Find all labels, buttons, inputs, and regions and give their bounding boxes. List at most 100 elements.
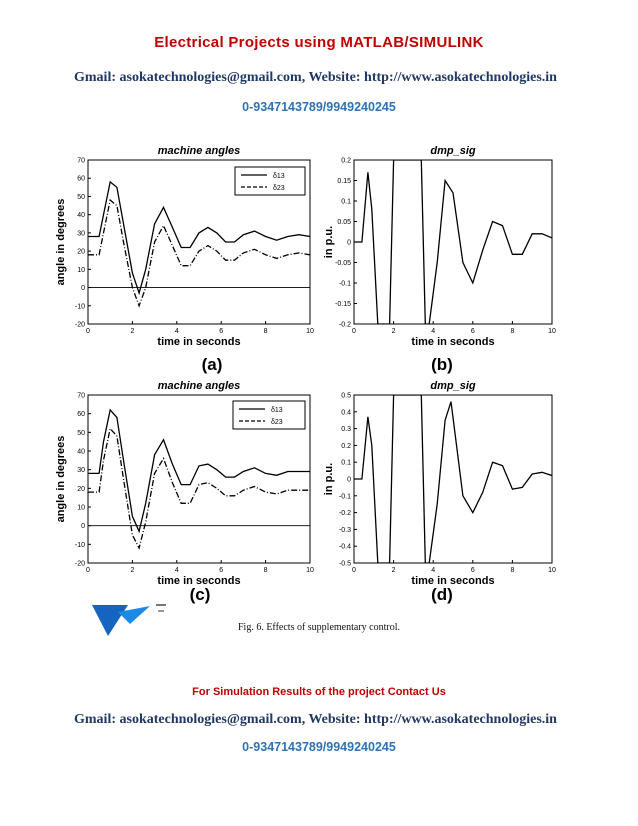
legend-label: δ13: [271, 407, 283, 414]
plot-b: 0 2 4 6 8 10 -0.2 -0.15 -0.1 -0.05 0 0.05 0.1 0.15 0.2…: [323, 145, 556, 374]
gmail-label: Gmail:: [74, 712, 116, 727]
x-axis-label: time in seconds: [411, 575, 494, 587]
x-tick-label: 6: [219, 567, 223, 574]
header-contact: Gmail: asokatechnologies@gmail.com, Webs…: [74, 70, 557, 85]
y-tick-label: -0.2: [339, 510, 351, 517]
y-tick-label: 0.2: [341, 443, 351, 450]
x-tick-label: 2: [392, 567, 396, 574]
plot-frame: [87, 159, 311, 325]
panel-label: (d): [431, 585, 453, 604]
y-tick-label: 30: [77, 467, 85, 474]
x-tick-label: 4: [175, 328, 179, 335]
y-tick-label: 0.15: [337, 178, 351, 185]
y-tick-label: -0.5: [339, 561, 351, 568]
x-axis-label: time in seconds: [157, 336, 240, 348]
x-tick-label: 2: [392, 328, 396, 335]
y-tick-label: 10: [77, 267, 85, 274]
y-tick-label: 0.5: [341, 393, 351, 400]
y-axis-label: angle in degrees: [55, 436, 67, 523]
figure-caption: Fig. 6. Effects of supplementary control…: [237, 622, 400, 633]
y-tick-label: 0.3: [341, 426, 351, 433]
y-tick-label: 0.1: [341, 460, 351, 467]
plot-a: 0 2 4 6 8 10 -20 -10 0 10 20 30 40 50 60 70 machine angl…: [55, 145, 314, 374]
y-tick-label: 0.1: [341, 199, 351, 206]
x-tick-label: 8: [264, 328, 268, 335]
x-tick-label: 0: [86, 328, 90, 335]
gmail-link[interactable]: asokatechnologies@gmail.com: [119, 70, 302, 85]
x-tick-label: 2: [130, 567, 134, 574]
x-tick-label: 6: [471, 567, 475, 574]
panel-label: (a): [202, 355, 223, 374]
x-tick-label: 4: [431, 328, 435, 335]
page-title: Electrical Projects using MATLAB/SIMULIN…: [154, 34, 484, 51]
series-line: [88, 198, 310, 308]
x-tick-label: 0: [86, 567, 90, 574]
y-tick-label: 20: [77, 486, 85, 493]
x-tick-label: 10: [306, 567, 314, 574]
y-axis-label: angle in degrees: [55, 199, 67, 286]
header-phone: 0-9347143789/9949240245: [242, 100, 396, 114]
x-tick-label: 6: [471, 328, 475, 335]
x-tick-label: 0: [352, 328, 356, 335]
footer-phone: 0-9347143789/9949240245: [242, 740, 396, 754]
y-tick-label: 30: [77, 230, 85, 237]
y-tick-label: 0.4: [341, 409, 351, 416]
y-tick-label: 60: [77, 411, 85, 418]
y-axis-label: in p.u.: [323, 226, 335, 258]
x-tick-label: 8: [510, 328, 514, 335]
x-axis-label: time in seconds: [157, 575, 240, 587]
legend-box: [232, 400, 306, 430]
legend-label: δ23: [271, 419, 283, 426]
y-tick-label: -10: [75, 542, 85, 549]
legend-label: δ23: [273, 185, 285, 192]
footer-contact: Gmail: asokatechnologies@gmail.com, Webs…: [74, 712, 557, 727]
x-axis-label: time in seconds: [411, 336, 494, 348]
y-tick-label: 0.2: [341, 158, 351, 165]
x-tick-label: 2: [130, 328, 134, 335]
y-tick-label: 70: [77, 393, 85, 400]
y-tick-label: 50: [77, 194, 85, 201]
y-axis-label: in p.u.: [323, 463, 335, 495]
legend-box: [234, 166, 306, 196]
x-tick-label: 8: [264, 567, 268, 574]
y-tick-label: -10: [75, 303, 85, 310]
y-tick-label: 0: [81, 523, 85, 530]
x-tick-label: 4: [431, 567, 435, 574]
series-line: [354, 395, 552, 563]
y-tick-label: -20: [75, 561, 85, 568]
plot-frame: [87, 394, 311, 564]
x-tick-label: 6: [219, 328, 223, 335]
x-tick-label: 4: [175, 567, 179, 574]
y-tick-label: 0: [81, 285, 85, 292]
website-label: Website:: [308, 712, 361, 727]
logo-icon: [92, 604, 166, 636]
y-tick-label: -0.3: [339, 527, 351, 534]
plot-title: machine angles: [158, 380, 241, 392]
panel-label: (b): [431, 355, 453, 374]
x-tick-label: 10: [548, 328, 556, 335]
gmail-label: Gmail:: [74, 70, 116, 85]
panel-label: (c): [190, 585, 211, 604]
y-tick-label: 50: [77, 430, 85, 437]
gmail-link[interactable]: asokatechnologies@gmail.com: [119, 712, 302, 727]
plot-title: dmp_sig: [430, 380, 476, 392]
x-tick-label: 10: [548, 567, 556, 574]
x-tick-label: 8: [510, 567, 514, 574]
series-line: [88, 427, 310, 550]
y-tick-label: -20: [75, 322, 85, 329]
website-link[interactable]: http://www.asokatechnologies.in: [364, 70, 557, 85]
x-tick-label: 0: [352, 567, 356, 574]
y-tick-label: 0: [347, 477, 351, 484]
y-tick-label: 40: [77, 212, 85, 219]
plot-title: dmp_sig: [430, 145, 476, 157]
y-tick-label: -0.1: [339, 281, 351, 288]
y-tick-label: 10: [77, 505, 85, 512]
y-tick-label: -0.15: [335, 301, 351, 308]
website-link[interactable]: http://www.asokatechnologies.in: [364, 712, 557, 727]
series-line: [88, 408, 310, 534]
contact-note: For Simulation Results of the project Co…: [192, 686, 446, 698]
plot-c: 0 2 4 6 8 10 -20 -10 0 10 20 30 40 50 60 70 machine angl…: [55, 380, 314, 604]
y-tick-label: -0.4: [339, 544, 351, 551]
y-tick-label: 60: [77, 176, 85, 183]
